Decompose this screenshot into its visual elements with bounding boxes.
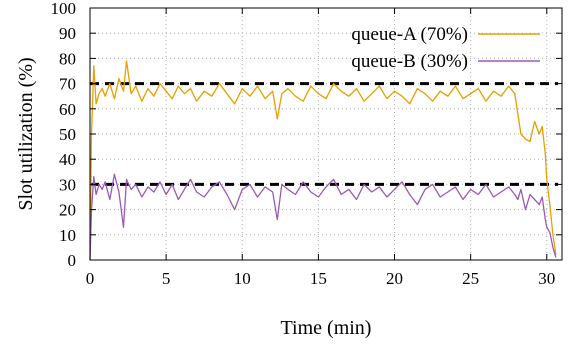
series-line-2 bbox=[89, 173, 557, 261]
y-tick-label: 10 bbox=[59, 226, 76, 245]
y-tick-label: 60 bbox=[59, 100, 76, 119]
x-axis-label: Time (min) bbox=[281, 317, 372, 339]
y-tick-label: 40 bbox=[59, 150, 76, 169]
reference-lines bbox=[90, 82, 558, 186]
x-tick-label: 10 bbox=[234, 269, 251, 288]
y-axis-label: Slot utilization (%) bbox=[15, 57, 37, 210]
y-tick-label: 90 bbox=[59, 24, 76, 43]
legend: queue-A (70%) queue-B (30%) bbox=[351, 24, 540, 72]
x-tick-label: 25 bbox=[462, 269, 479, 288]
grid-lines bbox=[89, 7, 562, 261]
series-line-1 bbox=[89, 60, 557, 261]
x-tick-label: 30 bbox=[538, 269, 555, 288]
legend-label-1: queue-A (70%) bbox=[351, 24, 468, 45]
tick-marks bbox=[89, 7, 562, 261]
y-tick-label: 70 bbox=[59, 75, 76, 94]
y-tick-labels: 0 10 20 30 40 50 60 70 80 90 100 bbox=[51, 0, 77, 270]
y-tick-label: 50 bbox=[59, 125, 76, 144]
y-tick-label: 20 bbox=[59, 201, 76, 220]
y-tick-label: 30 bbox=[59, 175, 76, 194]
y-tick-label: 100 bbox=[51, 0, 77, 18]
y-tick-label: 0 bbox=[68, 251, 77, 270]
x-tick-label: 20 bbox=[386, 269, 403, 288]
y-tick-label: 80 bbox=[59, 49, 76, 68]
x-tick-labels: 0 5 10 15 20 25 30 bbox=[86, 269, 556, 288]
legend-label-2: queue-B (30%) bbox=[351, 51, 468, 72]
x-tick-label: 15 bbox=[310, 269, 327, 288]
x-tick-label: 0 bbox=[86, 269, 95, 288]
series-lines bbox=[89, 60, 557, 261]
x-tick-label: 5 bbox=[162, 269, 171, 288]
